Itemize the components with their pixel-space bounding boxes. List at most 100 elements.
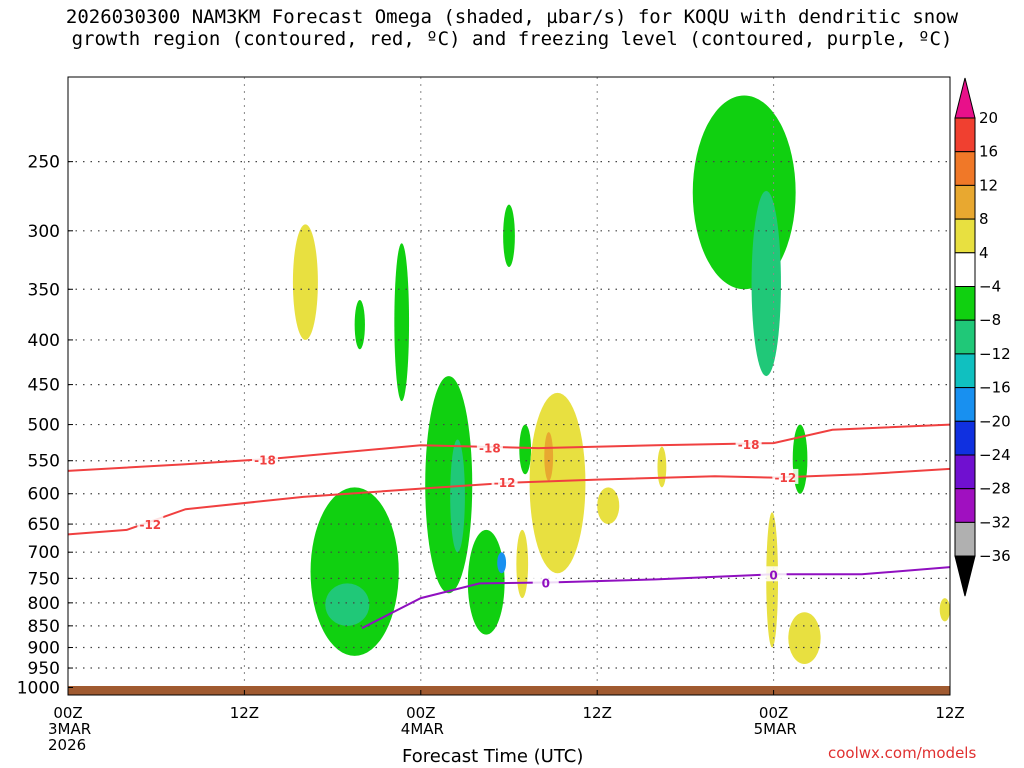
label-minus18-a: -18 [254,453,276,467]
label-minus12-a-bg [137,516,164,532]
colorbar-swatch-6 [954,286,976,321]
y-tick-300: 300 [28,222,60,242]
colorbar-label-2: 12 [979,176,998,194]
colorbar-label-5: −4 [979,278,1001,296]
label-zero-a: 0 [542,576,550,590]
y-tick-450: 450 [28,376,60,396]
colorbar-label-8: −16 [979,379,1011,397]
omega-region-5 [425,376,473,594]
y-tick-950: 950 [28,659,60,679]
colorbar-swatch-8 [954,353,976,389]
omega-region-8 [497,552,507,574]
colorbar-swatch-13 [954,521,976,557]
omega-region-0 [292,224,318,340]
y-tick-400: 400 [28,331,60,351]
omega-region-14 [597,487,620,525]
colorbar-swatch-12 [954,488,976,523]
label-zero-b-bg [760,566,787,582]
colorbar-swatch-4 [954,218,976,254]
plot-frame [67,76,951,696]
omega-region-1 [354,299,365,350]
x-tick-24-line-1: 4MAR [401,720,444,738]
y-tick-350: 350 [28,280,60,300]
label-minus12-c-bg [772,468,799,484]
y-tick-800: 800 [28,594,60,614]
y-tick-250: 250 [28,153,60,173]
x-tick-0-line-2: 2026 [48,736,86,754]
colorbar-label-11: −28 [979,480,1011,498]
colorbar-swatch-5 [954,252,976,288]
contour-layer: -18 -18 -18 -12 -12 -12 0 0 [67,423,951,629]
omega-region-21 [939,598,950,622]
colorbar-swatch-2 [954,151,976,186]
colorbar-swatch-9 [954,387,976,422]
label-minus18-c-bg [735,435,762,451]
omega-region-17 [751,190,781,377]
y-tick-750: 750 [28,569,60,589]
colorbar-swatch-1 [954,117,976,153]
label-minus18-a-bg [251,451,278,467]
omega-region-6 [450,439,465,553]
omega-region-2 [394,243,410,402]
omega-region-11 [516,529,529,599]
colorbar-label-12: −32 [979,513,1011,531]
colorbar-label-4: 4 [979,244,989,262]
y-tick-850: 850 [28,617,60,637]
credit-text: coolwx.com/models [828,744,977,762]
x-tick-36-line-0: 12Z [583,704,612,722]
colorbar-label-9: −20 [979,412,1011,430]
y-tick-600: 600 [28,485,60,505]
y-tick-500: 500 [28,416,60,436]
omega-region-10 [519,424,532,475]
y-axis-ticks: 2503003504004505005506006507007508008509… [17,153,73,698]
colorbar-label-0: 20 [979,109,998,127]
isotherm-minus18-line [67,423,951,472]
label-zero-b: 0 [769,568,777,582]
label-minus12-b-bg [491,474,518,490]
colorbar-label-1: 16 [979,143,998,161]
colorbar-top-arrow [954,77,976,119]
colorbar-swatch-7 [954,319,976,355]
label-minus12-a: -12 [139,518,161,532]
y-tick-550: 550 [28,452,60,472]
label-zero-a-bg [532,574,559,590]
y-tick-1000: 1000 [17,678,60,698]
omega-region-15 [657,446,667,488]
x-tick-60-line-0: 12Z [935,704,964,722]
label-minus18-c: -18 [738,438,760,452]
x-tick-24-line-0: 00Z [406,704,435,722]
x-axis-label: Forecast Time (UTC) [402,746,584,767]
omega-region-7 [467,529,505,635]
colorbar-swatch-3 [954,184,976,220]
x-tick-0-line-0: 00Z [53,704,82,722]
label-minus12-c: -12 [775,471,797,485]
colorbar-label-3: 8 [979,210,989,228]
label-minus18-b: -18 [479,441,501,455]
ground-surface [68,686,950,695]
y-tick-900: 900 [28,639,60,659]
title-line-2: growth region (contoured, red, ºC) and f… [71,28,953,50]
chart-title: 2026030300 NAM3KM Forecast Omega (shaded… [0,6,1024,50]
grid-lines [68,77,950,695]
omega-region-4 [325,583,370,626]
x-tick-12-line-0: 12Z [230,704,259,722]
omega-region-3 [310,487,399,656]
omega-region-9 [503,204,515,267]
label-minus18-b-bg [476,439,503,455]
colorbar: 20 16 12 8 4 −4 −8 −12 −16 −20 −24 −28 −32 −36 [954,77,1011,597]
omega-region-12 [529,392,586,574]
x-tick-0-line-1: 3MAR [48,720,91,738]
colorbar-swatch-10 [954,420,976,456]
y-tick-700: 700 [28,543,60,563]
x-tick-48-line-1: 5MAR [754,720,797,738]
y-tick-650: 650 [28,515,60,535]
omega-shading-layer [292,95,950,665]
label-minus12-b: -12 [494,476,516,490]
colorbar-label-13: −36 [979,547,1011,565]
colorbar-label-10: −24 [979,446,1011,464]
freezing-level-line [361,566,951,629]
omega-region-20 [788,612,821,665]
x-tick-48-line-0: 00Z [759,704,788,722]
